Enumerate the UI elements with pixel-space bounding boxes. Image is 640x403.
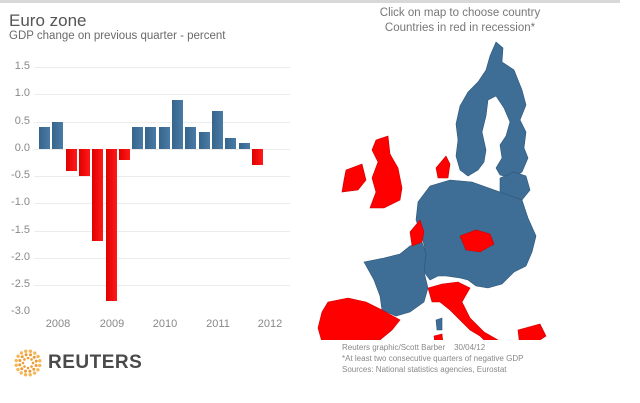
country-italy-sardinia[interactable] [433, 333, 444, 340]
gridline [34, 121, 290, 123]
bar-2010-q4[interactable] [185, 126, 197, 149]
europe-map[interactable] [300, 40, 620, 340]
top-divider [0, 0, 620, 3]
x-tick-label: 2009 [99, 318, 125, 330]
bar-2010-q2[interactable] [158, 126, 170, 149]
bar-2008-q3[interactable] [65, 148, 77, 171]
map-instruction-text: Click on map to choose country [379, 7, 541, 19]
chart-title: Euro zone [9, 11, 87, 30]
gridline [34, 94, 290, 96]
gridline [34, 148, 290, 150]
y-tick-label: -1.5 [11, 223, 30, 236]
chart-subtitle: GDP change on previous quarter - percent [9, 30, 226, 42]
y-tick-label: -1.0 [11, 196, 30, 209]
map-legend-note: Countries in red in recession* [384, 22, 536, 34]
bar-2009-q3[interactable] [118, 148, 130, 160]
gridline [34, 203, 290, 205]
x-tick-label: 2008 [45, 318, 71, 330]
bar-2011-q2[interactable] [211, 110, 223, 149]
bar-2009-q1[interactable] [92, 148, 104, 242]
reuters-wordmark: REUTERS [48, 352, 143, 373]
sources: Sources: National statistics agencies, E… [342, 365, 507, 374]
bar-2011-q3[interactable] [225, 137, 237, 149]
credit-date: 30/04/12 [454, 343, 486, 352]
y-tick-label: 1.5 [14, 60, 30, 72]
bar-2010-q1[interactable] [145, 126, 157, 149]
bar-2008-q2[interactable] [52, 121, 64, 149]
y-tick-label: 0.0 [14, 141, 30, 154]
country-italy[interactable] [427, 281, 499, 340]
y-tick-label: -2.0 [11, 250, 30, 263]
gridline [34, 285, 290, 286]
bar-2009-q2[interactable] [105, 148, 117, 302]
y-tick-label: -2.5 [11, 278, 30, 290]
gridline [34, 176, 290, 177]
bar-2008-q1[interactable] [39, 126, 50, 149]
footnote: *At least two consecutive quarters of ne… [342, 354, 524, 363]
bar-2009-q4[interactable] [132, 126, 144, 149]
y-tick-label: 0.5 [14, 114, 30, 127]
reuters-logo: REUTERS [14, 349, 142, 377]
country-benelux[interactable] [409, 219, 425, 247]
country-denmark[interactable] [435, 155, 451, 179]
bar-2012-q1[interactable] [251, 148, 263, 166]
bar-2011-q1[interactable] [198, 132, 210, 149]
bar-2008-q4[interactable] [78, 148, 90, 176]
y-tick-label: -3.0 [11, 305, 30, 318]
x-tick-label: 2012 [257, 318, 283, 330]
map-credits: Reuters graphic/Scott Barber 30/04/12 *A… [342, 342, 523, 375]
reuters-sun-icon [14, 349, 42, 377]
country-france-corsica[interactable] [435, 317, 443, 331]
y-tick-label: 1.0 [14, 87, 30, 100]
y-tick-label: -0.5 [11, 169, 30, 181]
bar-2010-q3[interactable] [172, 99, 183, 149]
credit-line: Reuters graphic/Scott Barber 30/04/12 [342, 343, 486, 352]
gridline [34, 230, 290, 232]
map-instructions: Click on map to choose country Countries… [340, 6, 580, 36]
bar-2011-q4[interactable] [238, 143, 250, 149]
gridline [34, 67, 290, 68]
gridline [34, 257, 290, 259]
country-france[interactable] [363, 241, 429, 317]
country-united-kingdom[interactable] [369, 135, 403, 209]
gdp-bar-chart: 1.5 1.0 0.5 0.0 -0.5 -1.0 -1.5 -2.0 -2.5 -3.0 2008… [0, 55, 300, 345]
country-ireland[interactable] [341, 163, 367, 193]
x-tick-label: 2010 [152, 318, 178, 330]
country-greece[interactable] [517, 323, 547, 340]
country-czech-republic[interactable] [459, 229, 495, 253]
x-tick-label: 2011 [206, 318, 230, 330]
country-sweden-finland[interactable] [455, 41, 529, 179]
country-spain-portugal[interactable] [317, 297, 401, 340]
